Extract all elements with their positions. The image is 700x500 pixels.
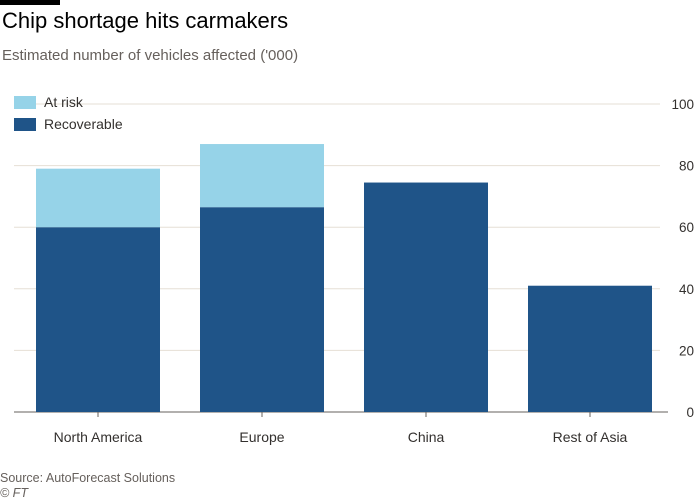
y-tick-label: 80 — [679, 159, 694, 174]
x-tick-label: North America — [54, 429, 143, 445]
bar-at-risk-north-america — [36, 168, 160, 228]
bar-recoverable-north-america — [36, 227, 160, 412]
y-tick-label: 100 — [671, 97, 694, 112]
top-rule — [0, 0, 60, 5]
legend-swatch-recoverable — [14, 118, 36, 131]
bar-recoverable-europe — [200, 207, 324, 412]
x-tick-label: Europe — [239, 429, 284, 445]
legend-swatch-at-risk — [14, 96, 36, 109]
legend-label-recoverable: Recoverable — [44, 116, 123, 132]
y-tick-label: 60 — [679, 220, 694, 235]
bar-at-risk-europe — [200, 144, 324, 208]
y-tick-label: 0 — [686, 405, 694, 420]
chart-title: Chip shortage hits carmakers — [2, 8, 289, 33]
bar-recoverable-rest-of-asia — [528, 285, 652, 412]
chart-subtitle: Estimated number of vehicles affected ('… — [2, 47, 299, 64]
legend-label-at-risk: At risk — [44, 94, 84, 110]
y-tick-label: 40 — [679, 282, 694, 297]
credit-note: © FT — [0, 486, 28, 500]
x-tick-label: China — [408, 429, 445, 445]
x-tick-label: Rest of Asia — [553, 429, 628, 445]
source-note: Source: AutoForecast Solutions — [0, 471, 176, 485]
bar-recoverable-china — [364, 182, 488, 412]
y-tick-label: 20 — [679, 343, 694, 358]
